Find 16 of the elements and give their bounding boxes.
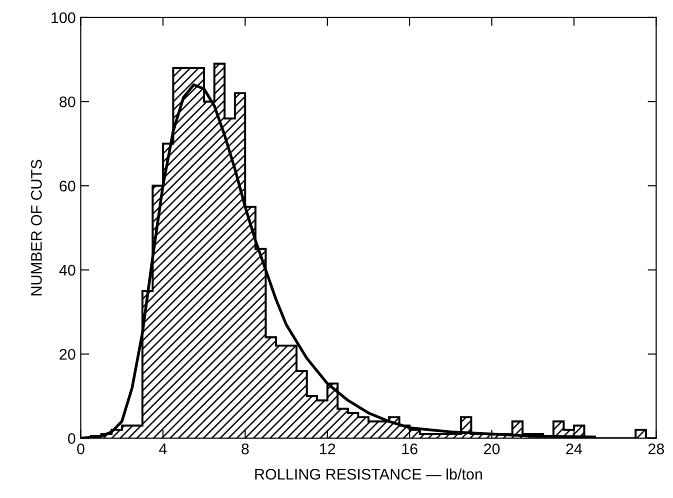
y-tick-label: 60 [60,180,76,192]
x-tick-label: 0 [77,444,84,454]
x-tick-label: 24 [566,444,582,454]
y-tick-label: 0 [68,433,76,444]
x-tick-label: 16 [402,444,418,454]
x-tick-label: 4 [159,444,167,454]
x-tick-label: 8 [242,444,249,454]
y-axis-title: NUMBER OF CUTS [31,160,42,296]
y-tick-label: 20 [60,348,76,360]
x-tick-label: 20 [484,444,500,454]
y-tick-label: 40 [59,264,76,276]
x-tick-label: 28 [648,444,664,454]
x-axis-title: ROLLING RESISTANCE — lb/ton [255,468,482,480]
y-tick-label: 80 [60,96,76,108]
x-tick-label: 12 [320,444,336,454]
y-tick-label: 100 [52,12,76,24]
